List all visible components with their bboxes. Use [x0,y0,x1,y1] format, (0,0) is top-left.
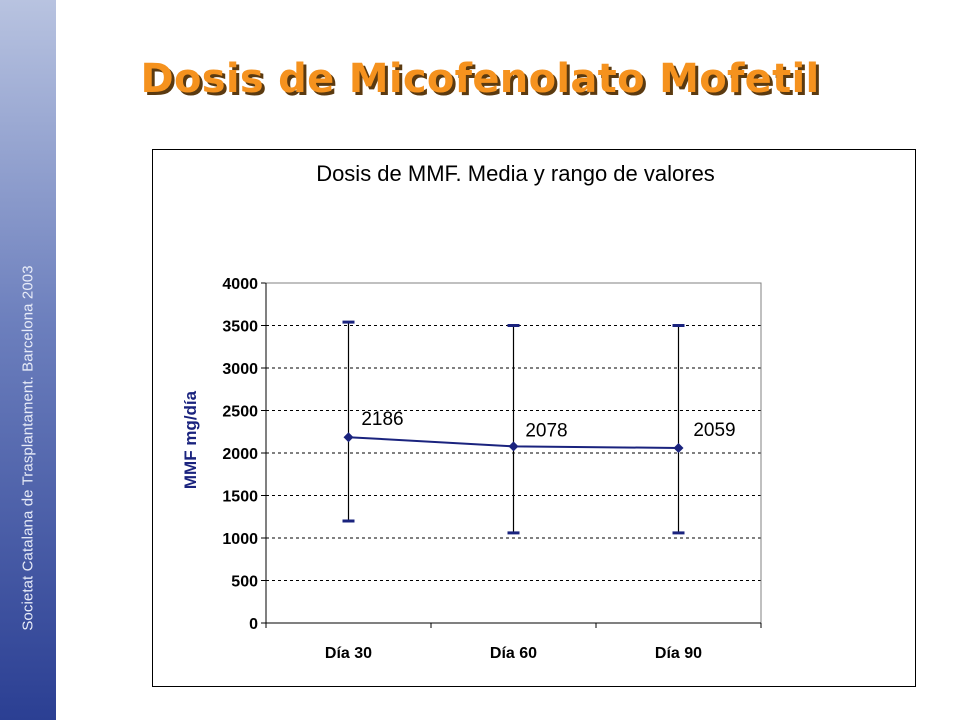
data-label: 2078 [525,420,567,441]
y-tick-label: 1500 [222,489,258,506]
y-tick-label: 3000 [222,361,258,378]
y-axis-title: MMF mg/día [181,390,200,489]
y-tick-label: 3500 [222,319,258,336]
side-bar [0,0,56,720]
side-caption: Societat Catalana de Trasplantament. Bar… [19,265,37,631]
slide-title: Dosis de Micofenolato Mofetil [140,56,820,102]
y-tick-label: 0 [249,616,258,633]
y-tick-label: 4000 [222,276,258,293]
y-tick-label: 2500 [222,404,258,421]
data-point [673,442,684,453]
chart-frame: Dosis de MMF. Media y rango de valores 0 5… [152,149,916,687]
x-tick-label: Día 30 [325,645,372,662]
x-tick-label: Día 90 [655,645,702,662]
data-point [508,441,519,452]
data-label: 2186 [361,409,403,430]
chart-svg: Dosis de MMF. Media y rango de valores 0 5… [181,161,762,662]
data-point [343,432,354,443]
y-tick-label: 1000 [222,531,258,548]
y-tick-label: 2000 [222,446,258,463]
chart-title: Dosis de MMF. Media y rango de valores [316,161,715,186]
x-tick-label: Día 60 [490,645,537,662]
data-label: 2059 [693,420,735,441]
y-tick-label: 500 [231,574,258,591]
